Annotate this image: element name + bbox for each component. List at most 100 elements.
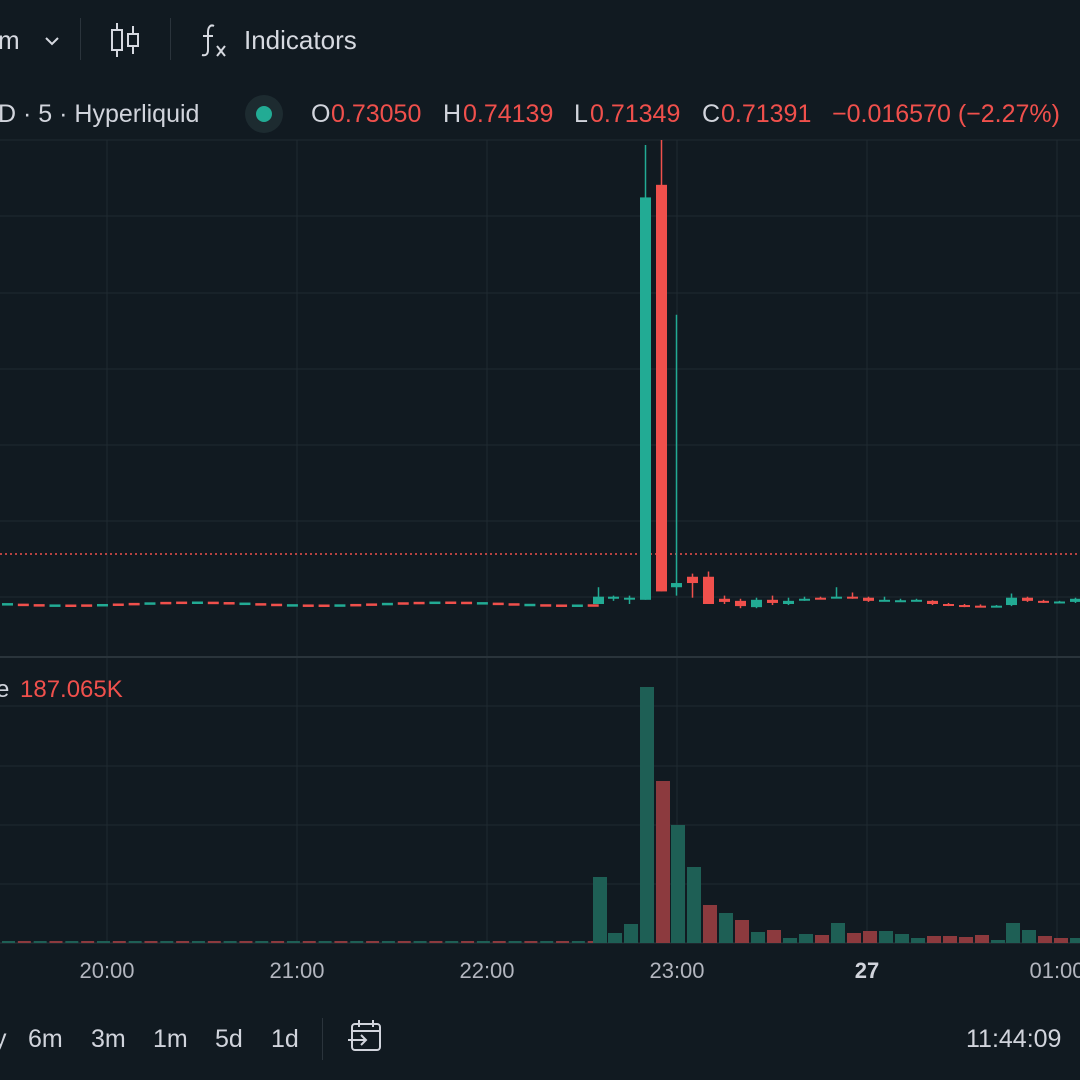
volume-bar: [1006, 923, 1020, 943]
candle-body: [927, 600, 938, 604]
volume-bar: [895, 934, 909, 943]
change-value: −0.016570 (−2.27%): [832, 100, 1060, 128]
candle-body: [1070, 598, 1080, 602]
range-1y-button[interactable]: y: [0, 1025, 7, 1053]
candle-flat: [207, 601, 219, 605]
candle-body: [671, 583, 682, 588]
volume-bar: [96, 941, 110, 943]
volume-bar: [815, 935, 829, 943]
volume-bar: [975, 935, 989, 943]
candle-flat: [302, 604, 314, 607]
volume-bar: [524, 941, 538, 943]
volume-bar: [81, 941, 95, 943]
interval-button[interactable]: m: [0, 25, 20, 55]
open-label: O: [311, 100, 331, 128]
close-value: 0.71391: [721, 100, 812, 128]
range-1d-button[interactable]: 1d: [271, 1025, 299, 1053]
volume-bar: [413, 941, 427, 943]
candle-flat: [160, 601, 172, 605]
range-1m-button[interactable]: 1m: [153, 1025, 188, 1053]
candle-flat: [81, 604, 93, 607]
candle-flat: [334, 604, 346, 607]
go-to-date-icon[interactable]: [346, 1016, 386, 1065]
open-value: 0.73050: [331, 100, 422, 128]
range-5d-button[interactable]: 5d: [215, 1025, 243, 1053]
candle-body: [863, 597, 874, 601]
candle-flat: [112, 603, 124, 606]
volume-bar: [508, 941, 522, 943]
candle-body: [608, 596, 619, 599]
volume-bar: [863, 931, 877, 943]
candle-body: [624, 597, 635, 600]
time-tick-day: 27: [854, 958, 880, 983]
volume-bar: [703, 905, 717, 943]
candle-flat: [476, 602, 488, 605]
volume-bar: [445, 941, 459, 943]
candle-flat: [49, 604, 61, 607]
volume-bar: [656, 781, 670, 943]
candle-flat: [571, 604, 583, 607]
candle-body: [1038, 600, 1049, 603]
volume-bar: [991, 940, 1005, 943]
volume-bar: [286, 941, 300, 943]
volume-bar: [879, 931, 893, 943]
volume-bar: [540, 941, 554, 943]
candle-body: [719, 598, 730, 602]
volume-bar: [587, 941, 601, 943]
candle-flat: [128, 602, 140, 606]
volume-bar: [128, 941, 142, 943]
volume-bar: [719, 913, 733, 943]
volume-bar: [2, 941, 15, 943]
volume-bar: [366, 941, 380, 943]
time-tick: 22:00: [459, 958, 515, 983]
candle-body: [831, 596, 842, 599]
candle-flat: [492, 602, 504, 606]
volume-bar: [1070, 938, 1080, 943]
volume-bar: [476, 941, 490, 943]
candle-flat: [366, 603, 378, 606]
candle-body: [799, 598, 810, 601]
candle-flat: [144, 602, 156, 605]
time-tick: 01:00: [1029, 958, 1080, 983]
candles-icon[interactable]: [108, 20, 142, 69]
chevron-down-icon[interactable]: [42, 24, 62, 60]
candle-flat: [239, 602, 251, 606]
volume-bar: [492, 941, 506, 943]
volume-bar: [334, 941, 348, 943]
range-3m-button[interactable]: 3m: [91, 1025, 126, 1053]
volume-bar: [239, 941, 253, 943]
volume-bar: [302, 941, 316, 943]
candle-flat: [96, 603, 108, 607]
candle-body: [895, 600, 906, 603]
symbol-label[interactable]: D · 5 · Hyperliquid: [0, 100, 200, 128]
clock-readout[interactable]: 11:44:09: [966, 1025, 1062, 1053]
candle-body: [847, 596, 858, 599]
volume-bar: [350, 941, 364, 943]
candle-flat: [255, 603, 267, 606]
candle-body: [783, 600, 794, 604]
candle-flat: [429, 601, 441, 605]
candle-body: [593, 596, 604, 604]
top-toolbar: m Indicators: [0, 0, 1080, 80]
candle-body: [751, 599, 762, 608]
candle-flat: [65, 604, 77, 607]
candle-body: [656, 184, 667, 592]
fx-icon[interactable]: [198, 20, 230, 69]
volume-bar: [799, 934, 813, 943]
candle-flat: [461, 601, 473, 605]
volume-bar: [144, 941, 158, 943]
candle-flat: [17, 603, 29, 607]
range-6m-button[interactable]: 6m: [28, 1025, 63, 1053]
indicators-button[interactable]: Indicators: [244, 25, 357, 55]
candle-flat: [397, 602, 409, 605]
candle-flat: [286, 604, 298, 607]
volume-bar: [429, 941, 443, 943]
volume-bar: [593, 877, 607, 943]
volume-bar: [671, 825, 685, 943]
volume-bar: [624, 924, 638, 943]
candle-flat: [381, 602, 393, 606]
volume-bar: [33, 941, 47, 943]
candle-flat: [318, 604, 330, 607]
candle-flat: [176, 601, 188, 605]
